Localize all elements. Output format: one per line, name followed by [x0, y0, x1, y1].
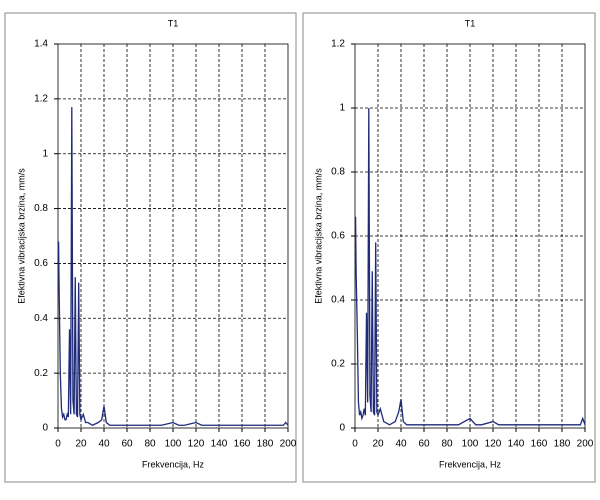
- x-tick-label: 180: [554, 439, 571, 450]
- y-tick-label: 1: [339, 103, 345, 114]
- x-tick-label: 20: [372, 439, 384, 450]
- x-tick-label: 140: [508, 439, 525, 450]
- chart-title: T1: [465, 18, 476, 28]
- x-tick-label: 80: [144, 439, 156, 450]
- y-tick-label: 0: [42, 423, 48, 434]
- x-tick-label: 160: [234, 439, 251, 450]
- spectrum-line: [354, 107, 586, 426]
- x-tick-label: 60: [418, 439, 430, 450]
- y-tick-label: 0.6: [34, 258, 48, 269]
- y-tick-label: 1.4: [34, 39, 48, 50]
- y-tick-label: 0.6: [331, 231, 345, 242]
- x-tick-label: 20: [75, 439, 87, 450]
- y-tick-label: 1.2: [331, 39, 345, 50]
- x-tick-label: 120: [188, 439, 205, 450]
- x-axis-label: Frekvencija, Hz: [142, 459, 205, 469]
- y-tick-label: 0.4: [331, 295, 345, 306]
- x-tick-label: 100: [165, 439, 182, 450]
- x-tick-label: 40: [98, 439, 110, 450]
- y-tick-label: 0.2: [34, 368, 48, 379]
- x-tick-label: 60: [121, 439, 133, 450]
- chart-title: T1: [168, 18, 179, 28]
- y-tick-label: 0.4: [34, 313, 48, 324]
- y-tick-label: 0.2: [331, 359, 345, 370]
- y-tick-label: 0: [339, 423, 345, 434]
- y-tick-label: 0.8: [331, 167, 345, 178]
- y-tick-label: 1: [42, 148, 48, 159]
- y-tick-label: 0.8: [34, 203, 48, 214]
- x-tick-label: 160: [531, 439, 548, 450]
- x-tick-label: 120: [485, 439, 502, 450]
- x-tick-label: 80: [441, 439, 453, 450]
- y-axis-label: Efektivna vibracijska brzina, mm/s: [16, 168, 26, 304]
- y-tick-label: 1.2: [34, 93, 48, 104]
- x-tick-label: 40: [395, 439, 407, 450]
- x-tick-label: 200: [577, 439, 594, 450]
- x-tick-label: 0: [352, 439, 358, 450]
- x-tick-label: 180: [257, 439, 274, 450]
- x-axis-label: Frekvencija, Hz: [439, 459, 502, 469]
- x-tick-label: 100: [462, 439, 479, 450]
- x-tick-label: 140: [211, 439, 228, 450]
- x-tick-label: 0: [55, 439, 61, 450]
- spectrum-line: [57, 107, 289, 426]
- y-axis-label: Efektivna vibracijska brzina, mm/s: [313, 168, 323, 304]
- x-tick-label: 200: [280, 439, 297, 450]
